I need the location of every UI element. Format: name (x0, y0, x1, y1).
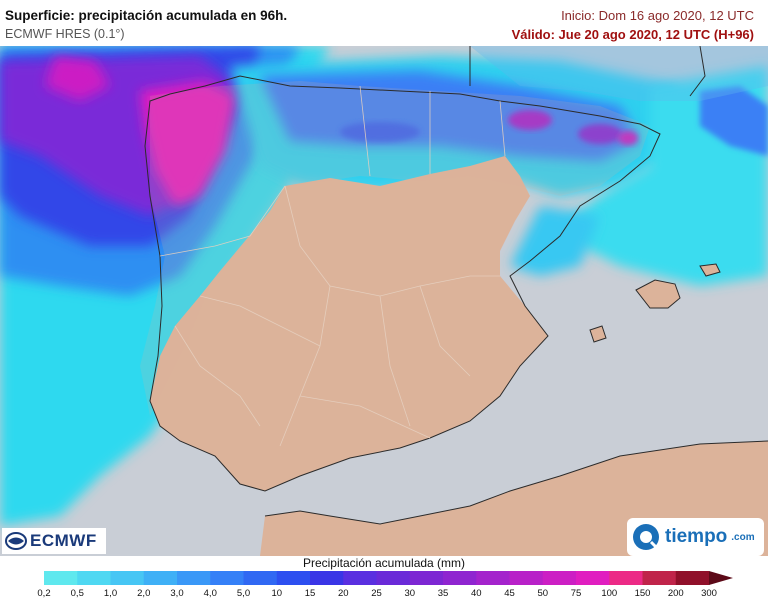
legend-tick-label: 30 (404, 588, 416, 599)
map-svg (0, 46, 768, 556)
legend-tick-label: 75 (570, 588, 582, 599)
legend-tick-label: 4,0 (203, 588, 217, 599)
legend-tick-label: 10 (271, 588, 283, 599)
legend-color-swatch (476, 571, 510, 585)
legend-color-swatch (143, 571, 178, 585)
legend-color-swatch (542, 571, 577, 585)
legend-tick-label: 100 (601, 588, 618, 599)
legend-color-swatch (276, 571, 311, 585)
land-areas (140, 46, 768, 556)
iberia-dry-land (150, 156, 548, 491)
legend-color-swatch (243, 571, 278, 585)
legend-color-swatch (443, 571, 477, 585)
france-land (470, 46, 768, 101)
legend-tick-label: 45 (504, 588, 515, 599)
ibiza-island (590, 326, 606, 342)
precipitation-field (0, 46, 768, 526)
map-header: Superficie: precipitación acumulada en 9… (0, 0, 768, 46)
legend-color-swatch (44, 571, 78, 585)
legend-color-swatch (310, 571, 344, 585)
legend-tick-label: 35 (437, 588, 449, 599)
regional-borders (159, 85, 506, 447)
legend-tick-label: 25 (371, 588, 382, 599)
legend-color-swatch (509, 571, 544, 585)
mallorca-island (636, 280, 680, 308)
legend-colorbar (44, 571, 733, 585)
model-label: ECMWF HRES (0.1°) (5, 27, 125, 41)
legend-tick-label: 5,0 (236, 588, 251, 599)
ecmwf-logo: ECMWF (2, 528, 106, 554)
legend-color-swatch (609, 571, 643, 585)
legend-tick-label: 1,0 (103, 588, 118, 599)
init-time-label: Inicio: Dom 16 ago 2020, 12 UTC (561, 8, 754, 23)
legend-title: Precipitación acumulada (mm) (302, 556, 466, 570)
legend-color-swatch (576, 571, 610, 585)
legend-tick-label: 300 (701, 588, 717, 599)
legend-color-swatch (110, 571, 145, 585)
precipitation-map (0, 46, 768, 556)
legend-overflow-arrow (709, 571, 733, 585)
tiempo-logo-text: tiempo (665, 526, 728, 547)
legend-tick-label: 150 (634, 588, 651, 599)
legend-tick-label: 20 (337, 588, 349, 599)
legend-color-swatch (77, 571, 111, 585)
legend-tick-label: 0,5 (70, 588, 84, 599)
legend-color-swatch (675, 571, 710, 585)
ecmwf-logo-icon (5, 532, 27, 550)
tiempo-logo-icon (633, 524, 660, 551)
legend-color-swatch (642, 571, 677, 585)
legend-tick-label: 200 (667, 588, 684, 599)
legend-tick-label: 15 (304, 588, 316, 599)
map-title: Superficie: precipitación acumulada en 9… (5, 8, 288, 23)
legend-color-swatch (210, 571, 244, 585)
legend-tick-label: 3,0 (170, 588, 184, 599)
legend-color-swatch (343, 571, 377, 585)
legend-color-swatch (177, 571, 211, 585)
legend-color-swatch (409, 571, 444, 585)
legend-color-swatch (376, 571, 411, 585)
ecmwf-logo-text: ECMWF (30, 531, 97, 550)
legend-tick-label: 2,0 (137, 588, 151, 599)
legend-tick-label: 0,2 (37, 588, 51, 599)
tiempo-logo: tiempo .com (627, 518, 764, 556)
tiempo-logo-domain: .com (731, 531, 755, 543)
valid-time-label: Válido: Jue 20 ago 2020, 12 UTC (H+96) (511, 27, 754, 42)
legend-tick-label: 40 (470, 588, 482, 599)
legend-tick-label: 50 (537, 588, 549, 599)
